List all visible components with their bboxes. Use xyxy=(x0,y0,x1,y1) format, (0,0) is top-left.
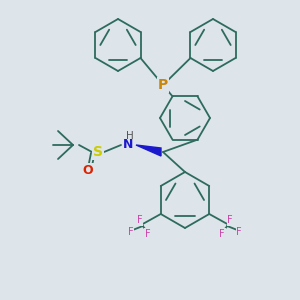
Text: F: F xyxy=(128,227,134,237)
Text: F: F xyxy=(236,227,242,237)
Text: P: P xyxy=(158,78,168,92)
Text: O: O xyxy=(83,164,93,176)
Text: H: H xyxy=(126,131,134,141)
Text: S: S xyxy=(93,145,103,159)
Polygon shape xyxy=(136,145,161,156)
Text: F: F xyxy=(137,215,142,225)
Text: F: F xyxy=(219,229,225,239)
Text: F: F xyxy=(227,215,233,225)
Text: F: F xyxy=(145,229,151,239)
Text: N: N xyxy=(123,139,133,152)
